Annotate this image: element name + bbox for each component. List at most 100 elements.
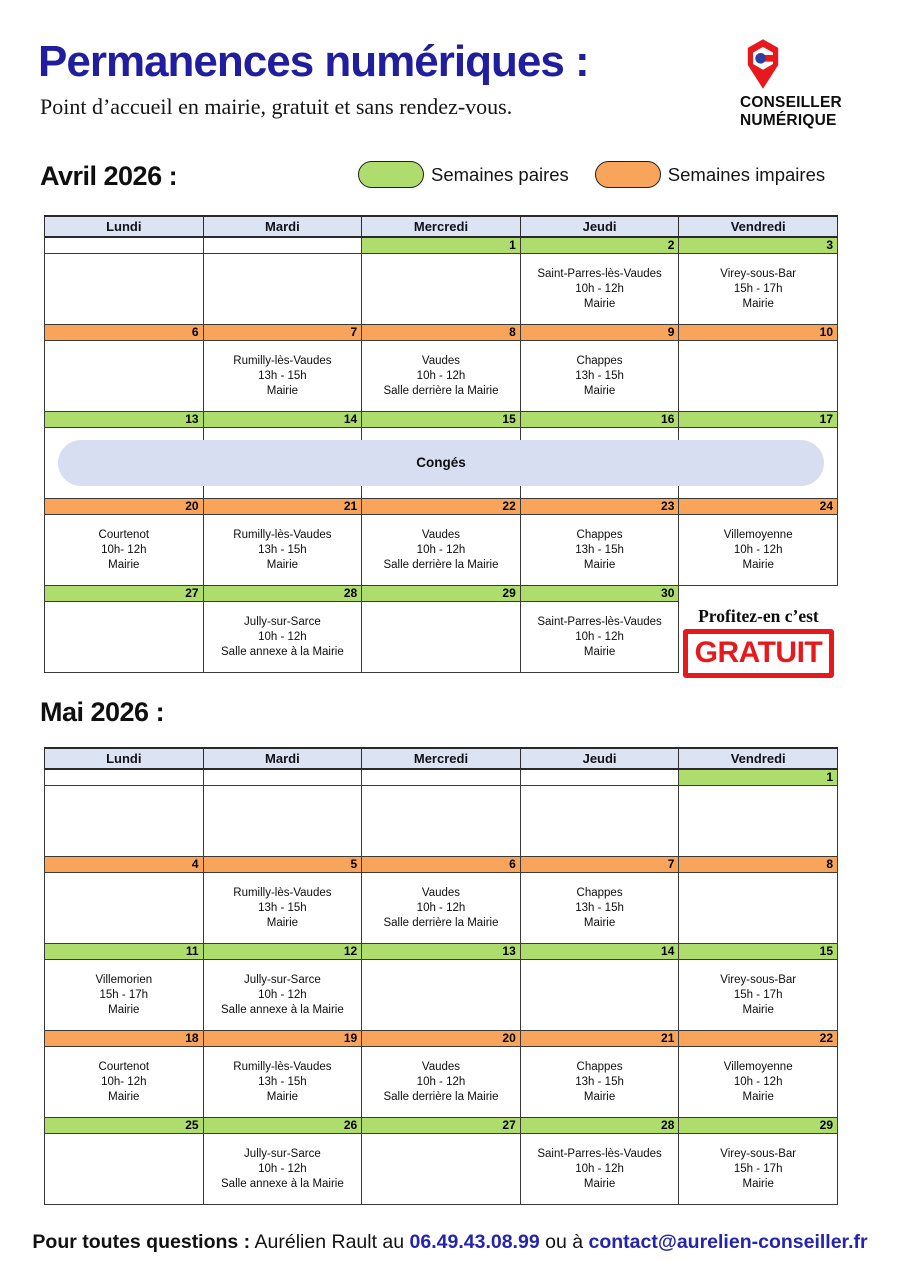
date-cell: 1 <box>678 768 838 786</box>
empty-date-cell <box>202 768 363 786</box>
event-time: 10h - 12h <box>416 901 466 914</box>
event-cell: Courtenot 10h- 12h Mairie <box>44 1046 204 1118</box>
footer-connector: ou à <box>545 1231 584 1253</box>
week-date-row: 13 14 15 16 17 <box>44 411 838 428</box>
event-place: Jully-sur-Sarce <box>244 1147 321 1160</box>
event-time: 13h - 15h <box>258 1075 307 1088</box>
event-cell: Chappes 13h - 15h Mairie <box>519 514 680 586</box>
week-content-row: Courtenot 10h- 12h Mairie Rumilly-lès-Vaude… <box>44 514 838 586</box>
event-cell: Rumilly-lès-Vaudes 13h - 15h Mairie <box>202 1046 363 1118</box>
date-cell: 18 <box>44 1030 204 1047</box>
event-time: 10h - 12h <box>733 543 783 556</box>
legend: Semaines paires Semaines impaires <box>358 161 825 188</box>
day-header: Jeudi <box>519 747 680 770</box>
empty-cell <box>44 1133 204 1205</box>
event-place: Virey-sous-Bar <box>720 973 797 986</box>
event-time: 10h - 12h <box>575 1162 624 1175</box>
week-date-row: 11 12 13 14 15 <box>44 943 838 960</box>
event-cell: Jully-sur-Sarce 10h - 12h Salle annexe à l… <box>202 1133 363 1205</box>
event-venue: Mairie <box>583 558 616 571</box>
week-date-row: 6 7 8 9 10 <box>44 324 838 341</box>
empty-cell <box>678 872 838 944</box>
day-header: Vendredi <box>678 747 838 770</box>
week-content-row: Jully-sur-Sarce 10h - 12h Salle annexe à l… <box>44 601 838 678</box>
legend-label-even: Semaines paires <box>431 163 569 185</box>
date-cell: 21 <box>519 1030 680 1047</box>
promo-text: Profitez-en c’est <box>698 605 819 626</box>
date-cell: 29 <box>361 585 521 602</box>
promo-block: Profitez-en c’est GRATUIT <box>679 605 837 678</box>
event-venue: Mairie <box>742 1177 774 1190</box>
empty-cell <box>44 340 204 412</box>
date-cell: 6 <box>44 324 204 341</box>
empty-cell <box>519 785 680 857</box>
empty-date-cell <box>44 768 204 786</box>
event-cell: Villemorien 15h - 17h Mairie <box>44 959 204 1031</box>
footer-contact: Pour toutes questions : Aurélien Rault a… <box>0 1231 900 1254</box>
week-content-row: Jully-sur-Sarce 10h - 12h Salle annexe à l… <box>44 1133 838 1205</box>
date-cell: 7 <box>519 856 680 873</box>
event-cell: Villemoyenne 10h - 12h Mairie <box>678 1046 838 1118</box>
event-place: Virey-sous-Bar <box>720 1147 797 1160</box>
event-venue: Mairie <box>266 558 299 571</box>
legend-label-odd: Semaines impaires <box>667 163 826 185</box>
event-time: 15h - 17h <box>733 1162 783 1175</box>
empty-cell <box>678 785 838 857</box>
event-place: Villemoyenne <box>723 528 793 541</box>
empty-cell <box>202 253 363 325</box>
event-cell: Vaudes 10h - 12h Salle derrière la Mairie <box>361 514 521 586</box>
day-header: Mercredi <box>361 215 521 238</box>
event-venue: Mairie <box>583 1177 616 1190</box>
event-venue: Mairie <box>583 1090 616 1103</box>
event-time: 10h - 12h <box>416 369 466 382</box>
calendar-may: Lundi Mardi Mercredi Jeudi Vendredi 1 4 5 6 7 8 Rum… <box>44 747 838 1205</box>
day-header: Mardi <box>202 747 363 770</box>
footer-email[interactable]: contact@aurelien-conseiller.fr <box>588 1231 868 1253</box>
day-header: Mercredi <box>361 747 521 770</box>
date-cell: 15 <box>678 943 838 960</box>
event-cell: Chappes 13h - 15h Mairie <box>519 872 680 944</box>
date-cell: 22 <box>678 1030 838 1047</box>
event-time: 10h - 12h <box>733 1075 783 1088</box>
empty-cell <box>519 959 680 1031</box>
event-venue: Mairie <box>108 1003 140 1016</box>
week-date-row: 27 28 29 30 <box>44 585 838 602</box>
empty-date-cell <box>202 236 363 254</box>
event-time: 13h - 15h <box>258 901 307 914</box>
footer-phone[interactable]: 06.49.43.08.99 <box>409 1231 540 1253</box>
week-content-row: Rumilly-lès-Vaudes 13h - 15h Mairie Vaudes 1… <box>44 872 838 944</box>
empty-cell <box>361 601 521 673</box>
map-pin-icon <box>747 39 779 89</box>
event-time: 10h - 12h <box>258 988 307 1001</box>
event-place: Rumilly-lès-Vaudes <box>233 354 332 367</box>
date-cell: 25 <box>44 1117 204 1134</box>
date-cell: 13 <box>361 943 521 960</box>
event-place: Villemoyenne <box>723 1060 793 1073</box>
event-place: Jully-sur-Sarce <box>244 615 321 628</box>
event-venue: Salle derrière la Mairie <box>383 1090 499 1103</box>
event-venue: Salle derrière la Mairie <box>383 558 499 571</box>
gratuit-stamp: GRATUIT <box>682 628 835 678</box>
empty-cell <box>361 253 521 325</box>
date-cell: 26 <box>202 1117 363 1134</box>
date-cell: 13 <box>44 411 204 428</box>
event-venue: Mairie <box>266 384 299 397</box>
event-cell: Chappes 13h - 15h Mairie <box>519 340 680 412</box>
empty-cell <box>44 253 204 325</box>
event-place: Chappes <box>576 886 623 899</box>
event-place: Chappes <box>576 354 623 367</box>
date-cell: 11 <box>44 943 204 960</box>
date-cell: 9 <box>519 324 680 341</box>
date-cell: 23 <box>519 498 680 515</box>
date-cell: 20 <box>361 1030 521 1047</box>
date-cell: 17 <box>678 411 838 428</box>
date-cell: 10 <box>678 324 838 341</box>
date-cell: 15 <box>361 411 521 428</box>
empty-date-cell <box>519 768 680 786</box>
date-cell: 8 <box>361 324 521 341</box>
event-place: Vaudes <box>421 1060 461 1073</box>
event-time: 10h- 12h <box>101 543 147 556</box>
event-cell: Virey-sous-Bar 15h - 17h Mairie <box>678 959 838 1031</box>
date-cell: 27 <box>361 1117 521 1134</box>
